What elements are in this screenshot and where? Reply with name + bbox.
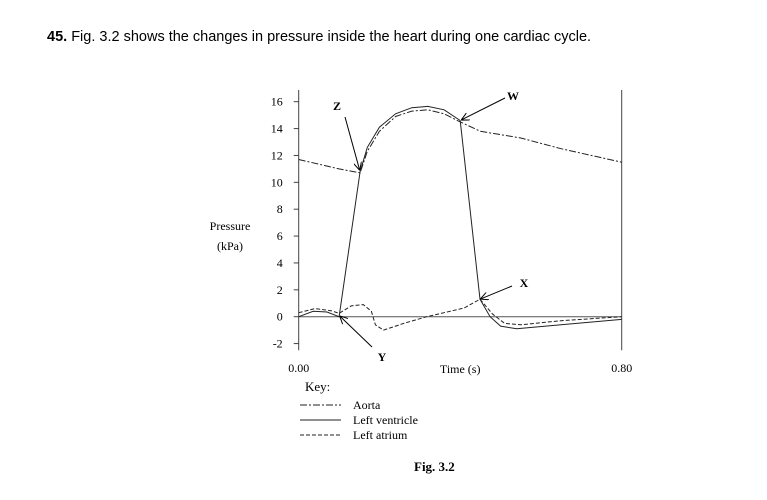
series-line-left-atrium (298, 298, 622, 331)
y-tick-label: 4 (277, 256, 283, 270)
annotation-w: W (507, 89, 519, 103)
annotation-arrow-x (481, 285, 513, 299)
key-label: Left atrium (353, 428, 408, 442)
question-text: 45. Fig. 3.2 shows the changes in pressu… (47, 29, 591, 45)
y-tick-label: 8 (277, 202, 283, 216)
y-tick-label: 0 (277, 310, 283, 324)
annotation-arrow-w (462, 97, 506, 120)
figure-caption: Fig. 3.2 (414, 459, 455, 474)
annotation-y: Y (378, 350, 387, 364)
annotation-z: Z (333, 99, 341, 113)
y-axis-label-unit: (kPa) (217, 239, 243, 253)
y-tick-label: -2 (273, 337, 283, 351)
x-tick-label: 0.80 (611, 361, 632, 375)
x-tick-label: 0.00 (288, 361, 309, 375)
y-axis-label: Pressure (210, 219, 251, 233)
key-title: Key: (305, 379, 330, 394)
series-line-left-ventricle (298, 105, 622, 330)
question-number: 45. (47, 29, 68, 45)
y-tick-label: 14 (271, 122, 283, 136)
y-tick-label: 12 (271, 148, 283, 162)
y-tick-label: 10 (271, 175, 283, 189)
x-axis-label: Time (s) (440, 362, 481, 376)
annotation-arrow-z (344, 116, 359, 169)
annotation-x: X (520, 276, 529, 290)
y-tick-label: 16 (271, 95, 283, 109)
series-line-aorta (298, 109, 622, 174)
key-label: Left ventricle (353, 413, 418, 427)
y-tick-label: 6 (277, 229, 283, 243)
annotation-arrow-y (340, 317, 373, 348)
question-body: Fig. 3.2 shows the changes in pressure i… (71, 29, 592, 45)
key-label: Aorta (353, 398, 381, 412)
y-tick-label: 2 (277, 283, 283, 297)
